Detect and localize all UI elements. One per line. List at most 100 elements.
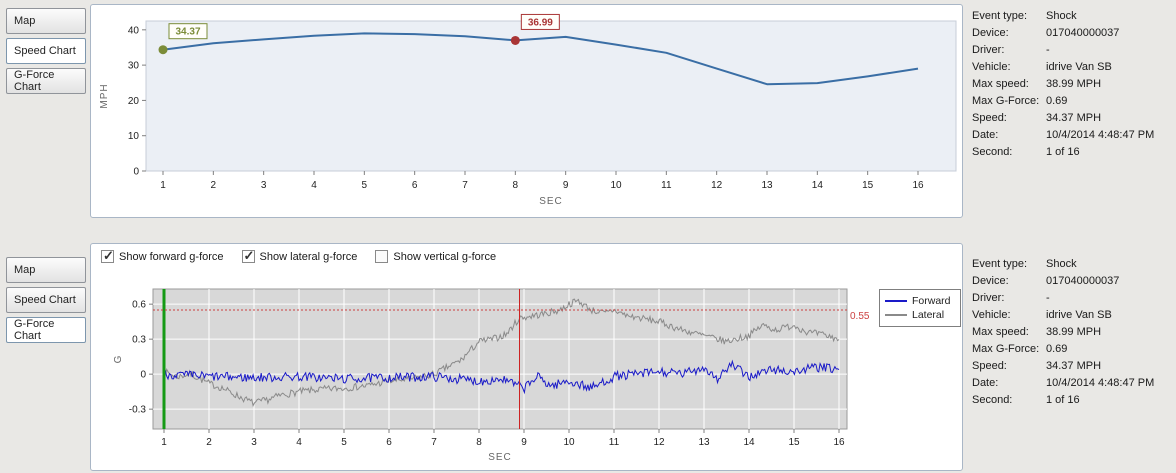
info-label: Driver: [972,44,1005,56]
svg-text:12: 12 [653,437,665,448]
info-row: Second: 1 of 16 [972,392,1172,409]
checkbox-show-lateral-gforce[interactable]: Show lateral g-force [241,248,358,264]
event-info-panel-bottom: Event type: Shock Device: 017040000037 Drive… [972,256,1172,409]
info-row: Device: 017040000037 [972,273,1172,290]
svg-text:1: 1 [161,437,167,448]
info-label: Driver: [972,292,1005,304]
svg-text:12: 12 [711,180,723,191]
info-value: 1 of 16 [1046,394,1080,406]
svg-text:16: 16 [833,437,845,448]
svg-text:4: 4 [296,437,302,448]
speed-panel-tabs: Map Speed Chart G-Force Chart [6,8,88,98]
tab-map[interactable]: Map [6,8,86,34]
forward-line-swatch [885,300,907,302]
info-row: Speed: 34.37 MPH [972,358,1172,375]
info-value: 38.99 MPH [1046,326,1102,338]
gforce-chart-svg[interactable]: -0.300.30.61 2 3 4 5 6 7 8 9 10 11 12 13 14 15 16GSEC0.… [91,268,962,470]
info-row: Date: 10/4/2014 4:48:47 PM [972,375,1172,392]
series-forward [163,359,840,395]
speed-marker-2[interactable] [510,35,520,45]
checkbox-show-vertical-gforce[interactable]: Show vertical g-force [375,250,496,263]
speed-line [162,32,919,86]
svg-text:8: 8 [476,437,482,448]
lateral-line-swatch [885,314,907,316]
svg-text:7: 7 [462,180,468,191]
info-row: Driver: - [972,290,1172,307]
event-info-panel-top: Event type: Shock Device: 017040000037 Drive… [972,8,1172,161]
svg-text:3: 3 [251,437,257,448]
info-label: Date: [972,129,999,141]
speed-chart-box: 0 10 20 30 40 1 2 3 4 5 6 7 8 9 10 11 12 13 14 15 16 MPH SEC 34… [90,4,963,218]
checkbox-box[interactable] [375,250,389,263]
gforce-panel: Map Speed Chart G-Force Chart Show forwa… [0,240,1176,473]
gforce-xaxis-label: SEC [488,452,512,463]
info-value: 34.37 MPH [1046,360,1102,372]
info-value: - [1046,292,1050,304]
checkbox-box[interactable] [241,248,255,264]
info-value: 1 of 16 [1046,146,1080,158]
speed-panel: Map Speed Chart G-Force Chart 0 10 20 30 40 1… [0,0,1176,225]
tab-speed-chart[interactable]: Speed Chart [6,287,86,313]
info-value: 10/4/2014 4:48:47 PM [1046,129,1155,141]
svg-text:0.6: 0.6 [132,300,146,311]
legend-label: Lateral [912,309,945,321]
speed-plot-area [145,20,957,172]
checkbox-label: Show lateral g-force [259,250,358,263]
info-row: Vehicle: idrive Van SB [972,59,1172,76]
svg-text:5: 5 [362,180,368,191]
svg-text:2: 2 [206,437,212,448]
svg-text:13: 13 [761,180,773,191]
speed-xaxis-label: SEC [539,196,563,207]
svg-text:6: 6 [386,437,392,448]
svg-text:7: 7 [431,437,437,448]
info-value: 0.69 [1046,343,1068,355]
svg-text:15: 15 [788,437,800,448]
svg-text:9: 9 [563,180,569,191]
info-row: Event type: Shock [972,8,1172,25]
legend-item-lateral: Lateral [885,308,955,322]
info-row: Event type: Shock [972,256,1172,273]
info-label: Speed: [972,360,1007,372]
speed-marker-1[interactable] [158,45,168,55]
tab-speed-chart[interactable]: Speed Chart [6,38,86,64]
svg-text:-0.3: -0.3 [129,405,147,416]
checkbox-box[interactable] [101,248,114,264]
info-value: - [1046,44,1050,56]
svg-text:1: 1 [160,180,166,191]
info-row: Speed: 34.37 MPH [972,110,1172,127]
info-row: Vehicle: idrive Van SB [972,307,1172,324]
svg-text:4: 4 [311,180,317,191]
speed-annotation-label: 36.99 [528,17,553,28]
tab-map[interactable]: Map [6,257,86,283]
info-value: 017040000037 [1046,275,1120,287]
info-label: Event type: [972,10,1028,22]
checkbox-show-forward-gforce[interactable]: Show forward g-force [101,248,224,264]
gforce-legend: Forward Lateral [879,289,961,327]
info-row: Max G-Force: 0.69 [972,93,1172,110]
svg-text:10: 10 [563,437,575,448]
info-value: 0.69 [1046,95,1068,107]
info-label: Device: [972,27,1009,39]
gforce-chart-box: Show forward g-force Show lateral g-forc… [90,243,963,471]
svg-text:9: 9 [521,437,527,448]
gforce-plot-area [152,288,848,430]
svg-text:40: 40 [128,25,140,36]
svg-text:11: 11 [609,437,620,448]
info-value: 017040000037 [1046,27,1120,39]
threshold-label: 0.55 [850,311,870,322]
tab-gforce-chart[interactable]: G-Force Chart [6,317,86,343]
svg-text:8: 8 [513,180,519,191]
svg-text:2: 2 [211,180,217,191]
legend-label: Forward [912,295,951,307]
speed-yaxis-label: MPH [99,83,110,108]
svg-text:14: 14 [743,437,755,448]
info-label: Second: [972,394,1013,406]
svg-text:11: 11 [661,180,672,191]
info-row: Second: 1 of 16 [972,144,1172,161]
info-label: Max G-Force: [972,343,1040,355]
series-lateral [163,298,840,408]
svg-text:0: 0 [133,167,139,178]
tab-gforce-chart[interactable]: G-Force Chart [6,68,86,94]
svg-text:16: 16 [912,180,924,191]
